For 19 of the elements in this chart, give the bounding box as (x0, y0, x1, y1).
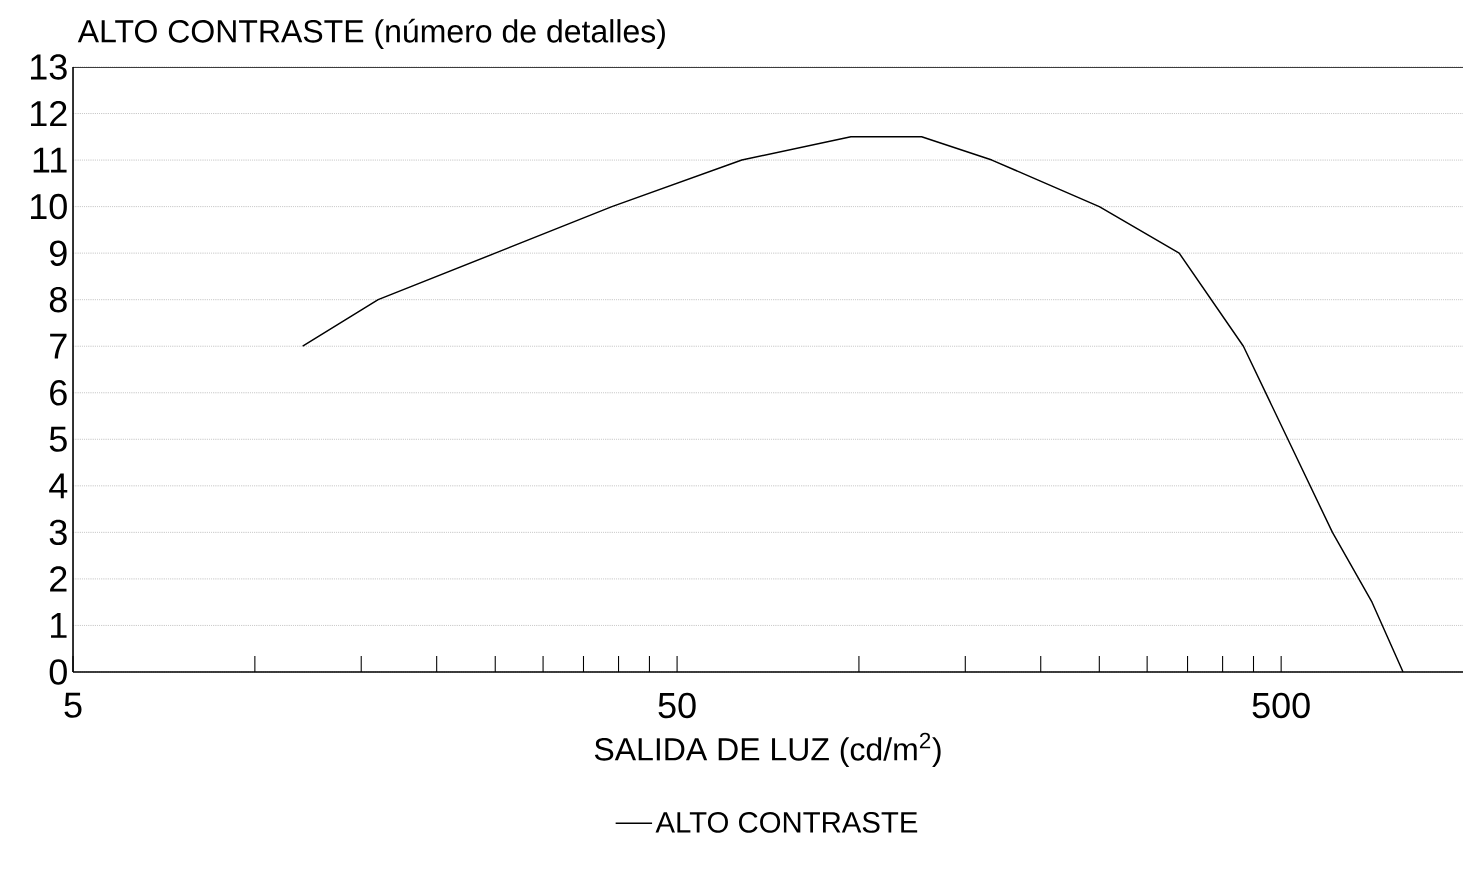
y-tick-label: 4 (49, 473, 68, 499)
legend-label: ALTO CONTRASTE (655, 811, 918, 833)
y-tick-label: 11 (33, 147, 67, 173)
chart-title: ALTO CONTRASTE (número de detalles) (77, 18, 665, 49)
y-tick-label: 10 (31, 193, 67, 220)
y-tick-label: 0 (49, 659, 67, 685)
y-tick-label: 1 (51, 613, 67, 638)
y-tick-label: 6 (50, 380, 67, 406)
y-tick-label: 12 (31, 100, 67, 127)
y-tick-label: 13 (31, 54, 67, 80)
x-axis-title: SALIDA DE LUZ (cd/m$^{2}$) (594, 732, 941, 767)
y-tick-label: 7 (50, 333, 67, 359)
x-tick-label: 50 (658, 692, 696, 719)
y-tick-label: 2 (50, 566, 67, 592)
y-tick-label: 9 (49, 240, 67, 266)
y-tick-label: 5 (49, 426, 67, 452)
x-tick-label: 500 (1252, 692, 1310, 719)
y-tick-label: 8 (49, 286, 67, 313)
y-tick-label: 3 (49, 519, 67, 546)
